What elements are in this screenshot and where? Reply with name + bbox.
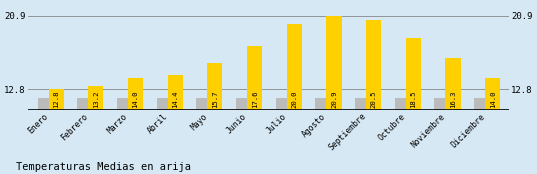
Text: 12.8: 12.8: [53, 91, 59, 108]
Text: 13.2: 13.2: [93, 91, 99, 108]
Bar: [77, 98, 90, 110]
Bar: [197, 98, 209, 110]
Bar: [157, 98, 169, 110]
Bar: [89, 86, 104, 110]
Text: 18.5: 18.5: [410, 91, 416, 108]
Bar: [434, 98, 447, 110]
Bar: [474, 98, 487, 110]
Bar: [326, 16, 342, 110]
Text: 20.9: 20.9: [331, 91, 337, 108]
Bar: [168, 75, 183, 110]
Bar: [446, 58, 461, 110]
Bar: [247, 46, 262, 110]
Bar: [287, 24, 302, 110]
Bar: [366, 19, 381, 110]
Text: 14.0: 14.0: [133, 91, 139, 108]
Bar: [207, 63, 222, 110]
Text: Temperaturas Medias en arija: Temperaturas Medias en arija: [16, 162, 191, 172]
Text: 15.7: 15.7: [212, 91, 218, 108]
Text: 14.0: 14.0: [490, 91, 496, 108]
Bar: [355, 98, 368, 110]
Bar: [485, 78, 500, 110]
Text: 14.4: 14.4: [172, 91, 178, 108]
Text: 16.3: 16.3: [450, 91, 456, 108]
Bar: [117, 98, 129, 110]
Bar: [128, 78, 143, 110]
Bar: [395, 98, 408, 110]
Text: 17.6: 17.6: [252, 91, 258, 108]
Bar: [315, 98, 328, 110]
Text: 20.5: 20.5: [371, 91, 376, 108]
Bar: [38, 98, 50, 110]
Bar: [275, 98, 288, 110]
Bar: [406, 38, 421, 110]
Bar: [49, 89, 64, 110]
Bar: [236, 98, 249, 110]
Text: 20.0: 20.0: [291, 91, 297, 108]
